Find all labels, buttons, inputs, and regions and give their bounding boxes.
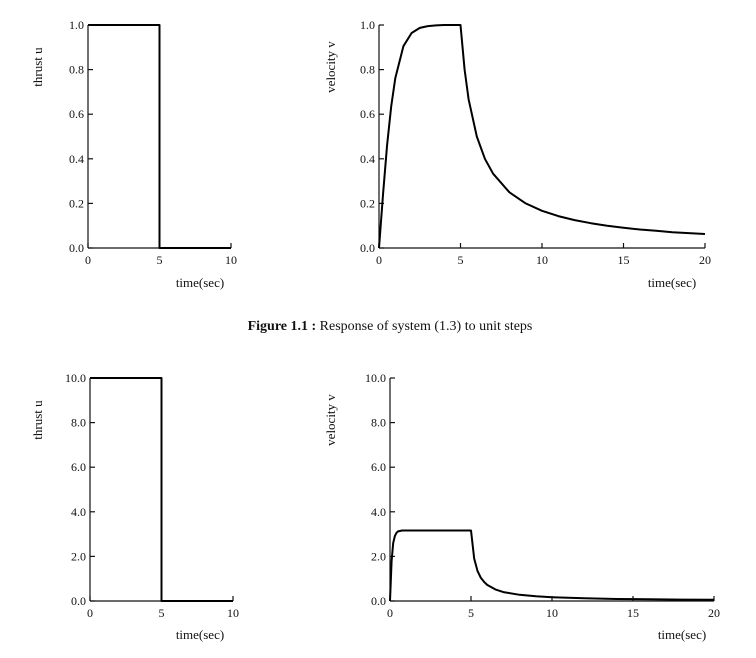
x-tick-label: 10 [536,253,548,267]
x-tick-label: 0 [376,253,382,267]
y-tick-label: 2.0 [71,549,86,563]
x-tick-label: 20 [699,253,711,267]
x-tick-label: 5 [159,606,165,620]
x-tick-label: 15 [618,253,630,267]
y-tick-label: 1.0 [69,18,84,32]
series-line [90,377,233,602]
series-line [389,529,715,602]
y-tick-label: 10.0 [65,371,86,385]
x-tick-label: 5 [157,253,163,267]
x-tick-label: 10 [546,606,558,620]
x-tick-label: 5 [458,253,464,267]
y-tick-label: 0.0 [371,594,386,608]
x-axis-label: time(sec) [176,275,224,290]
y-tick-label: 0.8 [69,63,84,77]
y-tick-label: 0.4 [360,152,375,166]
x-tick-label: 20 [708,606,720,620]
x-axis-label: time(sec) [658,627,706,642]
x-tick-label: 0 [85,253,91,267]
y-tick-label: 2.0 [371,549,386,563]
chart-thrust-step-10: 0 5 10 0.0 2.0 4.0 6.0 8.0 10.0 thrust u time(sec) [30,371,239,642]
y-tick-label: 8.0 [371,416,386,430]
series-line [88,24,231,249]
y-tick-label: 0.8 [360,63,375,77]
y-tick-label: 0.6 [69,107,84,121]
y-tick-label: 0.0 [69,241,84,255]
y-tick-label: 4.0 [71,505,86,519]
x-axis-label: time(sec) [176,627,224,642]
caption-prefix: Figure 1.1 : [248,319,317,334]
y-tick-label: 10.0 [365,371,386,385]
x-tick-label: 10 [227,606,239,620]
y-tick-label: 1.0 [360,18,375,32]
x-tick-label: 0 [87,606,93,620]
x-tick-label: 10 [225,253,237,267]
y-tick-label: 6.0 [371,460,386,474]
y-axis-label: velocity v [323,41,338,93]
y-tick-label: 0.2 [360,196,375,210]
chart-velocity-step-10: 0 5 10 15 20 0.0 2.0 4.0 6.0 8.0 10.0 velocity v tim… [323,371,720,642]
x-tick-label: 15 [627,606,639,620]
y-axis-label: velocity v [323,394,338,446]
figure-caption: Figure 1.1 : Response of system (1.3) to… [248,319,533,334]
x-tick-label: 0 [387,606,393,620]
y-tick-label: 8.0 [71,416,86,430]
x-tick-label: 5 [468,606,474,620]
y-tick-label: 0.6 [360,107,375,121]
y-tick-label: 4.0 [371,505,386,519]
y-tick-label: 0.0 [71,594,86,608]
series-line [378,24,706,249]
chart-thrust-unit-step: 0 5 10 0.0 0.2 0.4 0.6 0.8 1.0 thrust u time(sec) [30,18,237,290]
y-tick-label: 0.0 [360,241,375,255]
y-axis-label: thrust u [30,400,45,440]
caption-text: Response of system (1.3) to unit steps [316,319,532,334]
chart-velocity-unit-step: 0 5 10 15 20 0.0 0.2 0.4 0.6 0.8 1.0 velocity v time… [323,18,711,290]
y-tick-label: 6.0 [71,460,86,474]
x-axis-label: time(sec) [648,275,696,290]
y-tick-label: 0.2 [69,196,84,210]
y-axis-label: thrust u [30,47,45,87]
y-tick-label: 0.4 [69,152,84,166]
